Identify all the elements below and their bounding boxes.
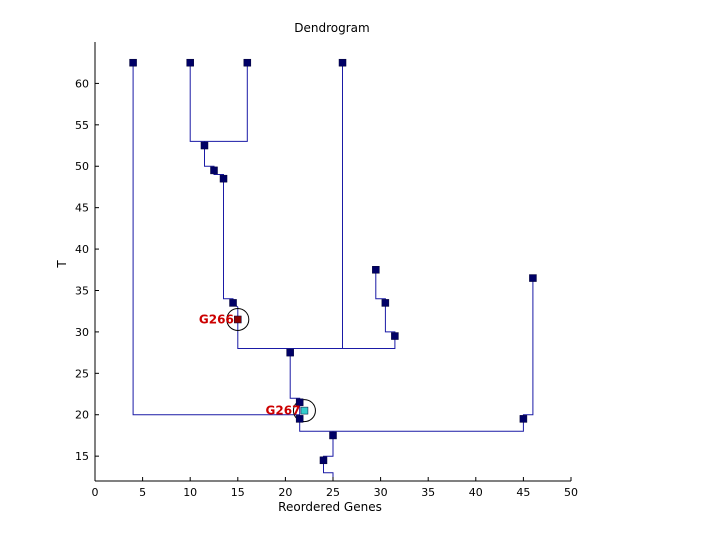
dendrogram-link (232, 62, 343, 349)
dendrogram-link (342, 269, 396, 349)
node-label: G266 (199, 312, 234, 326)
x-tick-label: 20 (278, 486, 292, 499)
y-tick-label: 35 (75, 284, 89, 297)
y-tick-label: 20 (75, 409, 89, 422)
highlight-circles (226, 307, 316, 423)
dendrogram-link (299, 278, 534, 432)
x-tick-label: 45 (516, 486, 530, 499)
x-tick-label: 50 (564, 486, 578, 499)
x-tick-label: 35 (421, 486, 435, 499)
dendrogram-link (189, 62, 248, 142)
x-tick-label: 15 (231, 486, 245, 499)
dendrogram-link (132, 62, 300, 416)
dendrogram-node (372, 266, 380, 274)
dendrogram-node (319, 456, 328, 465)
x-tick-label: 0 (92, 486, 99, 499)
y-tick-label: 25 (75, 367, 89, 380)
x-tick-label: 10 (183, 486, 197, 499)
dendrogram-node (329, 431, 337, 440)
y-tick-label: 15 (75, 450, 89, 463)
dendrogram-node (519, 415, 528, 423)
dendrogram-node (243, 58, 252, 67)
chart-title: Dendrogram (294, 21, 369, 35)
dendrogram-node (210, 166, 218, 175)
dendrogram-link (289, 348, 301, 419)
dendrogram-node (229, 299, 237, 307)
dendrogram-links (132, 62, 534, 481)
highlighted-node (234, 315, 242, 324)
highlight-circle (226, 307, 250, 331)
node-label: G267 (266, 404, 301, 418)
plot-area: G266 G267 (129, 58, 537, 481)
dendrogram-node (338, 58, 347, 67)
highlighted-node (300, 406, 309, 415)
dendrogram-node (129, 58, 137, 67)
dendrogram-node (381, 299, 390, 307)
y-tick-label: 45 (75, 202, 89, 215)
dendrogram-node (186, 58, 194, 67)
dendrogram-node (529, 274, 537, 282)
y-tick-label: 60 (75, 77, 89, 90)
x-axis-ticks: 0 5 10 15 20 25 30 35 40 45 50 (92, 477, 578, 499)
x-tick-label: 25 (326, 486, 340, 499)
y-tick-label: 40 (75, 243, 89, 256)
x-tick-label: 40 (469, 486, 483, 499)
y-axis-title: T (55, 260, 69, 269)
y-tick-label: 55 (75, 119, 89, 132)
dendrogram-node (286, 348, 294, 357)
x-axis-title: Reordered Genes (278, 500, 382, 514)
dendrogram-node (219, 174, 228, 183)
dendrogram-nodes (129, 58, 537, 465)
dendrogram-node (391, 332, 399, 340)
x-tick-label: 30 (374, 486, 388, 499)
dendrogram-node (200, 141, 209, 150)
x-tick-label: 5 (139, 486, 146, 499)
y-axis-ticks: 15 20 25 30 35 40 45 50 55 60 (75, 77, 99, 463)
dendrogram-node (295, 415, 304, 423)
axes: 0 5 10 15 20 25 30 35 40 45 50 15 20 25 30 35 40 45 50 55 6… (75, 42, 578, 499)
highlight-circle (292, 399, 316, 423)
y-tick-label: 50 (75, 160, 89, 173)
dendrogram-link (204, 141, 234, 303)
dendrogram-node (295, 398, 304, 407)
y-tick-label: 30 (75, 326, 89, 339)
node-labels: G266 G267 (199, 312, 301, 417)
